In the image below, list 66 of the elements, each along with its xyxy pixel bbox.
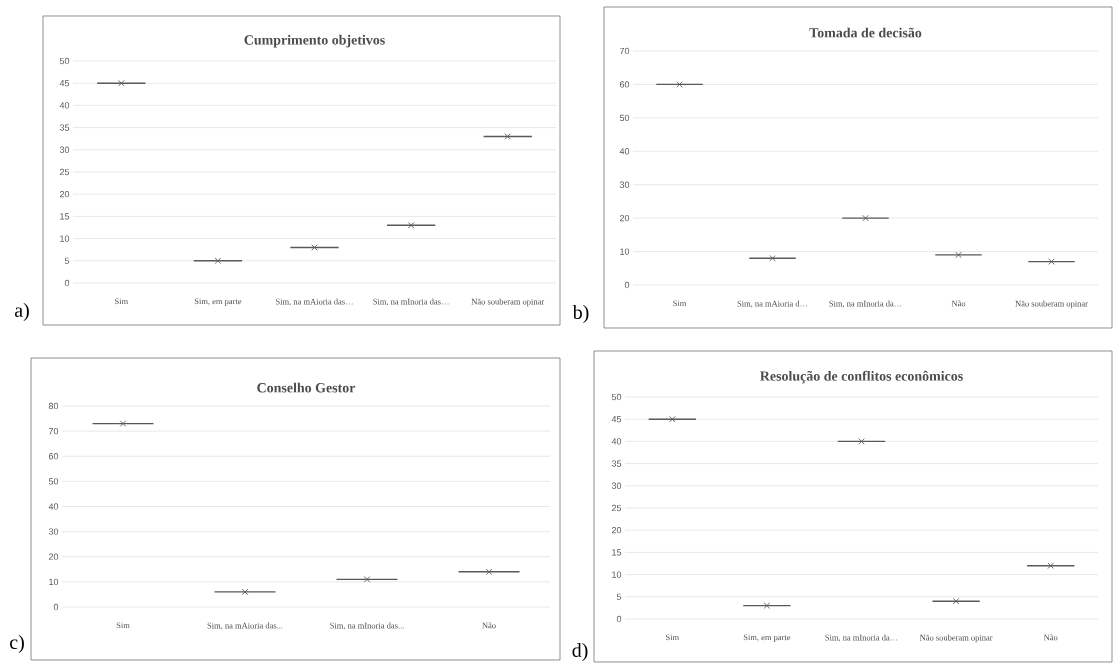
chart-title: Cumprimento objetivos bbox=[244, 34, 385, 48]
x-tick-label: Não bbox=[1043, 634, 1058, 641]
y-tick-label: 5 bbox=[64, 257, 70, 264]
y-tick-label: 50 bbox=[619, 114, 630, 122]
x-tick-label: Não souberam opinar bbox=[919, 634, 993, 643]
y-tick-label: 80 bbox=[48, 402, 59, 410]
text: a) bbox=[14, 302, 29, 321]
text: c) bbox=[10, 634, 24, 654]
y-tick-label: 35 bbox=[59, 124, 70, 131]
y-tick-label: 20 bbox=[48, 553, 59, 560]
y-tick-label: 45 bbox=[59, 80, 70, 87]
x-tick-label: Não souberam opinar bbox=[471, 298, 545, 307]
chart-title: Conselho Gestor bbox=[257, 382, 356, 393]
y-tick-label: 50 bbox=[59, 57, 70, 65]
y-tick-label: 5 bbox=[616, 593, 622, 600]
y-tick-label: 10 bbox=[49, 578, 59, 586]
x-tick-label: Sim, na mInoria das… bbox=[373, 298, 449, 306]
text: d) bbox=[572, 642, 588, 661]
y-tick-label: 10 bbox=[612, 571, 622, 578]
y-tick-label: 25 bbox=[611, 504, 622, 512]
x-tick-label: Sim, na mAioria d… bbox=[737, 300, 808, 308]
x-tick-label: Não souberam opinar bbox=[1015, 300, 1088, 309]
x-tick-label: Não bbox=[482, 622, 496, 629]
x-tick-label: Não bbox=[951, 300, 966, 307]
chart-title: Tomada de decisão bbox=[809, 27, 922, 38]
y-tick-label: 30 bbox=[619, 181, 630, 188]
y-tick-label: 35 bbox=[611, 460, 622, 467]
chart-title: Resolução de conflitos econômicos bbox=[760, 370, 963, 384]
y-tick-label: 30 bbox=[48, 528, 59, 535]
y-tick-label: 0 bbox=[616, 615, 622, 623]
y-tick-label: 70 bbox=[619, 47, 630, 55]
x-tick-label: Sim, em parte bbox=[194, 298, 242, 306]
text: b) bbox=[572, 304, 589, 323]
y-tick-label: 50 bbox=[611, 393, 622, 401]
x-tick-label: Sim, na mInoria da… bbox=[829, 300, 902, 308]
x-tick-label: Sim bbox=[115, 298, 128, 305]
y-tick-label: 15 bbox=[60, 213, 70, 220]
x-tick-label: Sim, na mInoria das... bbox=[330, 622, 404, 630]
y-tick-label: 20 bbox=[611, 527, 622, 534]
y-tick-label: 40 bbox=[59, 102, 70, 109]
y-tick-label: 40 bbox=[48, 503, 59, 510]
y-tick-label: 60 bbox=[619, 81, 630, 88]
y-tick-label: 30 bbox=[611, 482, 622, 489]
y-tick-label: 70 bbox=[48, 427, 59, 435]
x-tick-label: Sim, na mInoria da… bbox=[825, 634, 898, 642]
x-tick-label: Sim bbox=[116, 622, 130, 629]
y-tick-label: 15 bbox=[612, 549, 622, 556]
y-tick-label: 10 bbox=[620, 248, 630, 255]
y-tick-label: 0 bbox=[53, 603, 59, 611]
x-tick-label: Sim, na mAioria das… bbox=[276, 298, 353, 306]
y-tick-label: 10 bbox=[60, 235, 70, 242]
y-tick-label: 40 bbox=[611, 438, 622, 445]
y-tick-label: 45 bbox=[611, 416, 622, 423]
y-tick-label: 20 bbox=[59, 191, 70, 198]
x-tick-label: Sim, em parte bbox=[743, 634, 791, 642]
y-tick-label: 25 bbox=[59, 168, 70, 176]
y-tick-label: 60 bbox=[48, 453, 59, 460]
y-tick-label: 20 bbox=[619, 214, 630, 222]
y-tick-label: 30 bbox=[59, 146, 70, 153]
y-tick-label: 0 bbox=[624, 281, 630, 289]
y-tick-label: 50 bbox=[48, 478, 59, 485]
x-tick-label: Sim, na mAioria das... bbox=[207, 622, 283, 630]
x-tick-label: Sim bbox=[673, 300, 687, 307]
x-tick-label: Sim bbox=[666, 634, 679, 641]
y-tick-label: 0 bbox=[64, 279, 70, 287]
y-tick-label: 40 bbox=[619, 148, 630, 155]
